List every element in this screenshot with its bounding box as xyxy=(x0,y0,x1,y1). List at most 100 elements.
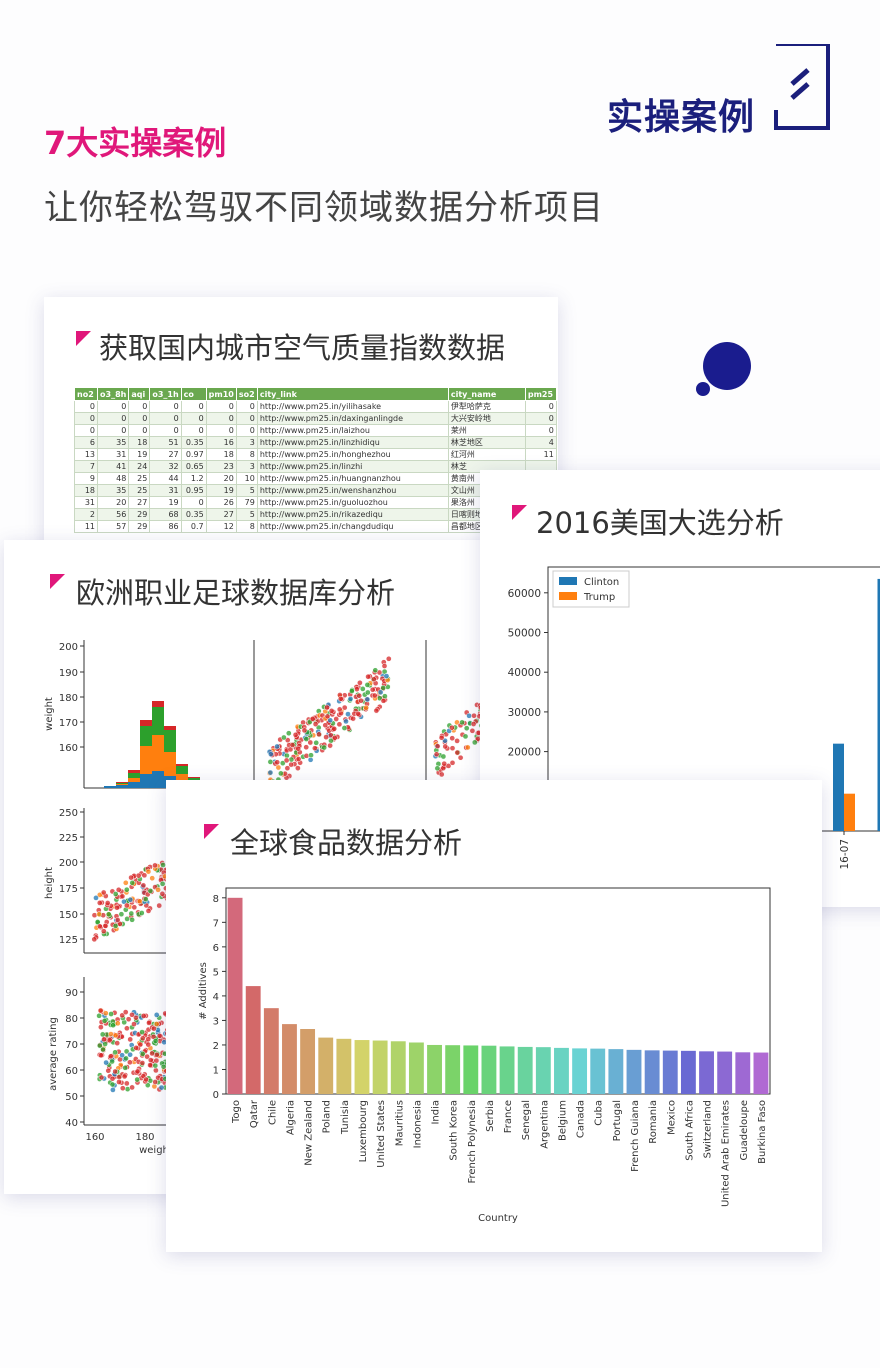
scatter-point xyxy=(122,879,129,886)
x-tick-label: French Guiana xyxy=(630,1100,641,1172)
scatter-point xyxy=(316,731,322,738)
table-cell: 5 xyxy=(235,484,258,497)
table-header-cell: city_name xyxy=(447,387,526,401)
food-bar xyxy=(427,1044,442,1094)
scatter-point xyxy=(336,706,343,713)
scatter-point xyxy=(372,667,379,674)
scatter-point xyxy=(140,882,147,889)
table-cell: 23 xyxy=(205,460,237,473)
tick-label: 190 xyxy=(59,668,78,679)
food-bar xyxy=(481,1045,497,1094)
table-cell: 27 xyxy=(205,508,237,521)
table-cell: 2 xyxy=(74,508,98,521)
table-cell: 18 xyxy=(128,436,151,449)
food-chart: 0 1 2 3 4 5 6 7 8 Togo Qatar Chile Algeria New Zealan… xyxy=(198,887,771,1224)
table-cell: 0 xyxy=(74,400,98,413)
scatter-point xyxy=(127,1059,133,1066)
tick-label: 50 xyxy=(65,1092,78,1103)
scatter-point xyxy=(115,886,122,893)
food-bar xyxy=(390,1041,406,1094)
food-bar xyxy=(336,1038,352,1094)
scatter-point xyxy=(119,1085,126,1092)
table-cell: 0 xyxy=(96,424,130,437)
table-cell: 0 xyxy=(96,400,130,413)
table-cell: 25 xyxy=(128,472,151,485)
y-tick-label: 8 xyxy=(213,894,219,905)
histogram-bar xyxy=(128,782,140,788)
scatter-point xyxy=(144,1053,150,1060)
card-title: 欧洲职业足球数据库分析 xyxy=(76,576,396,610)
card-title: 全球食品数据分析 xyxy=(230,826,463,860)
table-header-cell: pm10 xyxy=(205,387,237,401)
table-cell: 0 xyxy=(180,400,207,413)
table-row: 6 35 18 51 0.35 16 3 http://www.pm25.in/linzhid… xyxy=(74,436,557,449)
table-cell: 13 xyxy=(74,448,98,461)
table-cell: http://www.pm25.in/honghezhou xyxy=(256,448,449,461)
scatter-point xyxy=(91,912,98,919)
food-bar xyxy=(680,1050,696,1094)
scatter-point xyxy=(131,1021,137,1027)
tick-label: 250 xyxy=(59,808,78,819)
table-cell: 0 xyxy=(96,412,130,425)
y-tick-label: 4 xyxy=(213,992,219,1003)
table-cell: 0 xyxy=(235,424,258,437)
scatter-point xyxy=(307,739,314,746)
scatter-point xyxy=(127,1036,134,1043)
scatter-point xyxy=(303,736,310,742)
scatter-point xyxy=(110,1087,116,1093)
scatter-point xyxy=(279,760,286,766)
scatter-point xyxy=(152,1038,159,1044)
table-cell: 41 xyxy=(96,460,130,473)
table-cell: 5 xyxy=(235,508,258,521)
scatter-point xyxy=(139,1035,146,1042)
table-header-cell: co xyxy=(180,387,207,401)
food-bar xyxy=(282,1024,297,1094)
table-cell: 9 xyxy=(74,472,98,485)
scatter-point xyxy=(438,734,445,741)
scatter-point xyxy=(284,752,290,759)
scatter-point xyxy=(112,1032,119,1039)
food-card: 全球食品数据分析 0 1 2 3 4 5 6 7 8 Togo Qatar Chile Algeria N… xyxy=(166,780,822,1252)
scatter-point xyxy=(442,743,449,750)
scatter-point xyxy=(434,743,441,750)
table-cell: 18 xyxy=(74,484,98,497)
scatter-point xyxy=(147,888,154,894)
table-cell: http://www.pm25.in/changdudiqu xyxy=(256,520,449,533)
title-flag-icon xyxy=(50,574,65,589)
tick-label: 180 xyxy=(59,693,78,704)
table-cell: 18 xyxy=(205,448,237,461)
food-bar xyxy=(354,1040,370,1094)
table-cell: 0 xyxy=(524,424,557,437)
scatter-point xyxy=(102,1041,108,1047)
y-tick-label: 40000 xyxy=(508,667,541,679)
scatter-point xyxy=(288,756,295,763)
histogram-bar xyxy=(140,726,152,746)
x-tick-label: Senegal xyxy=(521,1100,532,1140)
scatter-point xyxy=(119,1012,126,1019)
scatter-point xyxy=(469,727,476,734)
rating-axis-label: average rating xyxy=(48,1017,59,1091)
scatter-point xyxy=(350,715,356,722)
x-tick-label: Argentina xyxy=(539,1100,550,1149)
scatter-point xyxy=(134,1068,141,1075)
scatter-point xyxy=(149,875,156,882)
y-tick-label: 6 xyxy=(213,943,219,954)
scatter-point xyxy=(107,1053,114,1060)
table-cell: 大兴安岭地 xyxy=(447,412,526,425)
scatter-point xyxy=(147,1062,153,1068)
tick-label: 90 xyxy=(65,988,78,999)
table-header-cell: city_link xyxy=(256,387,449,401)
title-flag-icon xyxy=(76,331,91,346)
x-tick-label: United Arab Emirates xyxy=(721,1100,732,1207)
scatter-point xyxy=(96,1012,102,1019)
tick-label: 40 xyxy=(65,1118,78,1129)
scatter-point xyxy=(128,874,134,881)
scatter-point xyxy=(128,910,135,917)
scatter-point xyxy=(159,880,166,887)
scatter-point xyxy=(123,1048,130,1055)
scatter-point xyxy=(371,692,378,699)
y-tick-label: 60000 xyxy=(508,588,541,600)
table-cell: 0.95 xyxy=(180,484,207,497)
scatter-point xyxy=(109,1081,116,1088)
table-cell: 44 xyxy=(149,472,182,485)
